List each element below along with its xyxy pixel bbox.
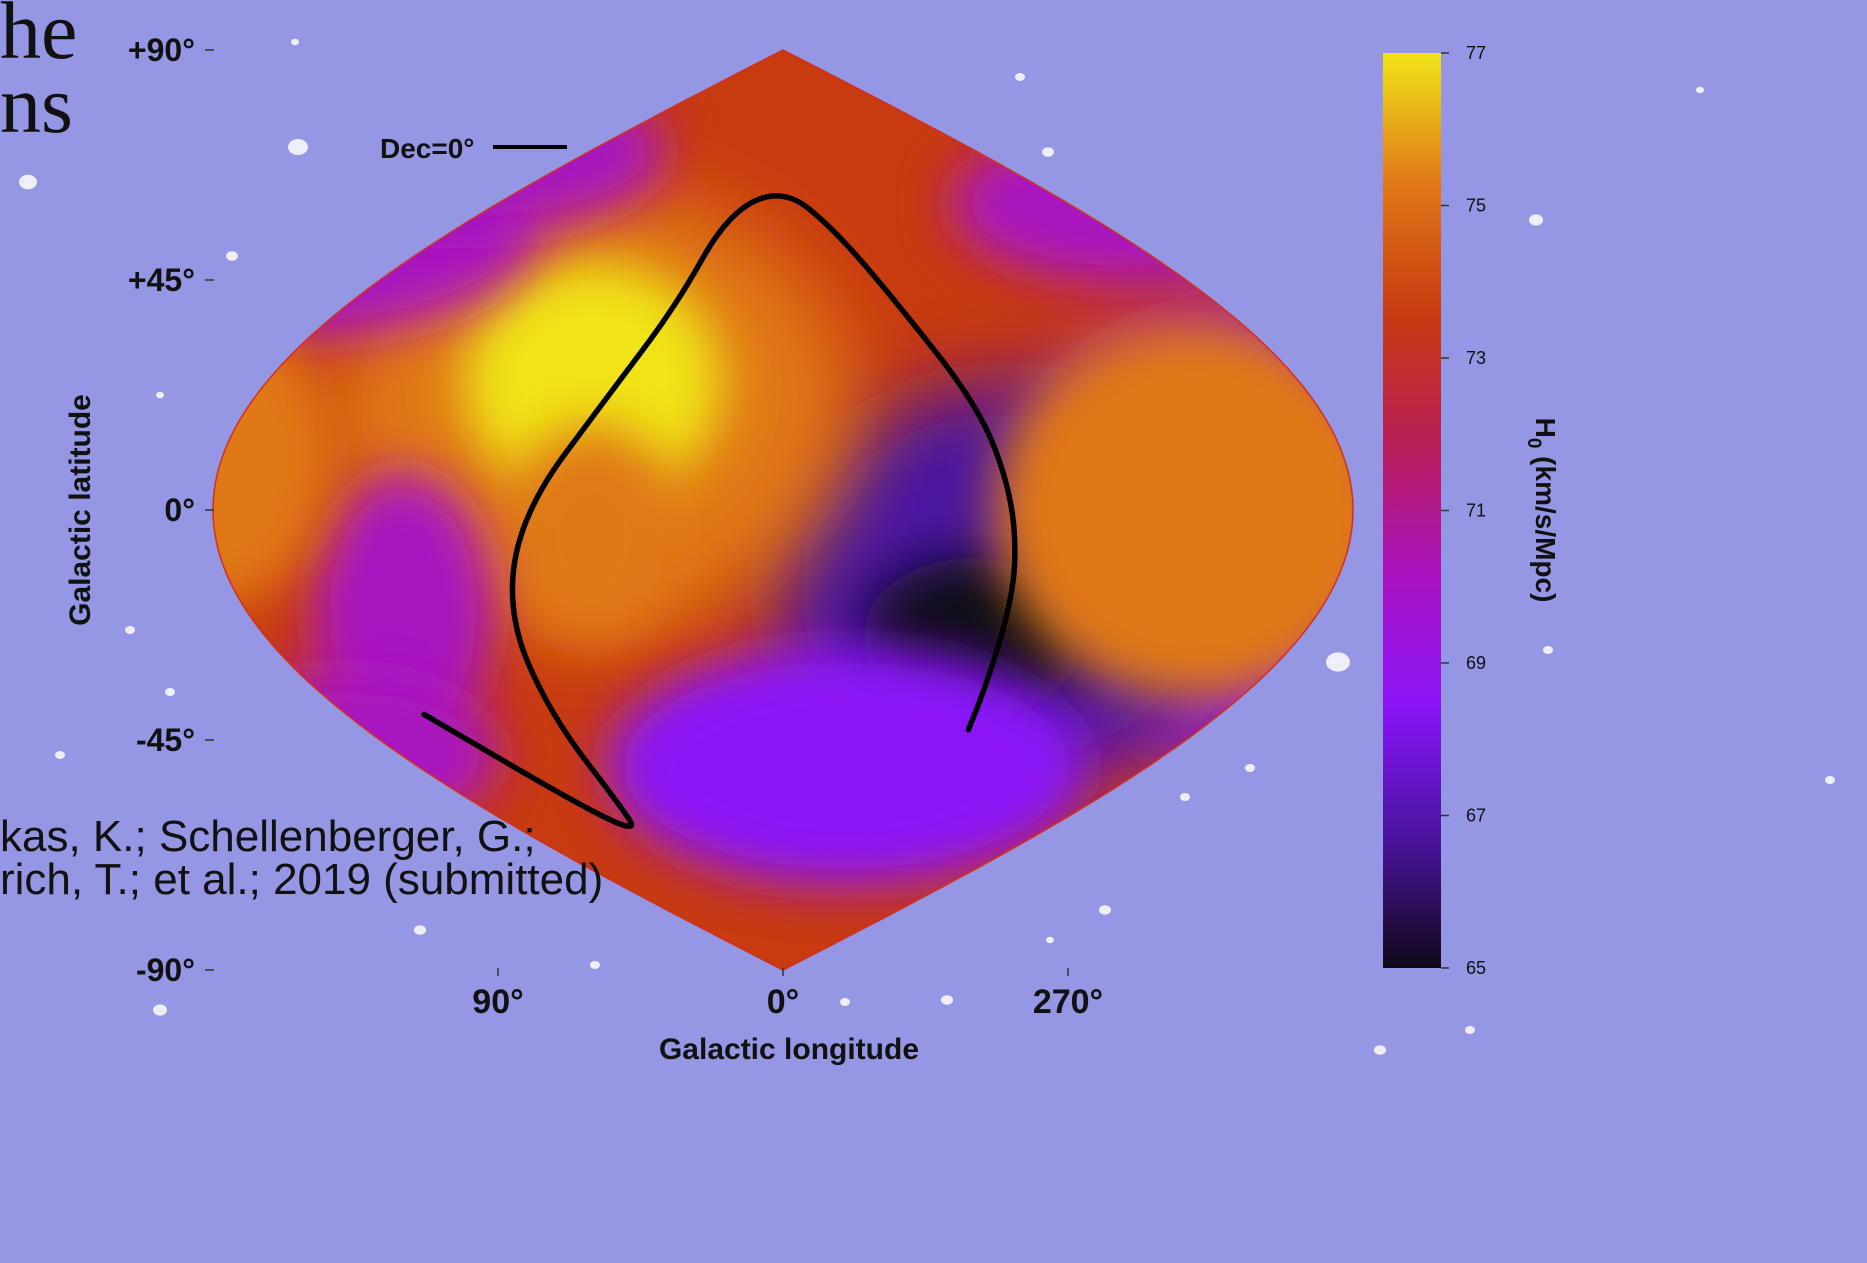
- y-tick-label: 0°: [164, 492, 195, 528]
- colorbar-tick-label: 67: [1466, 806, 1486, 826]
- background-star: [1046, 936, 1054, 944]
- slide-title-fragment-2: ns: [0, 59, 73, 150]
- x-axis-label: Galactic longitude: [659, 1033, 919, 1066]
- x-tick-label: 270°: [1033, 983, 1103, 1021]
- overlay-legend: Dec=0°: [380, 133, 567, 164]
- background-star: [125, 626, 135, 634]
- x-tick-label: 0°: [767, 983, 800, 1021]
- heatmap-region: [951, 123, 1312, 284]
- colorbar-tick-label: 73: [1466, 348, 1486, 368]
- heatmap-region: [994, 320, 1353, 700]
- background-star: [1326, 652, 1350, 672]
- y-axis: +90° +45° 0° -45° -90°: [128, 32, 214, 988]
- background-star: [226, 251, 238, 261]
- background-star: [165, 688, 175, 696]
- background-star: [1180, 793, 1190, 801]
- colorbar-tick-label: 75: [1466, 196, 1486, 216]
- y-axis-label: Galactic latitude: [64, 394, 97, 626]
- background-star: [1465, 1026, 1475, 1034]
- y-tick-label: +45°: [128, 262, 195, 298]
- x-axis: 90° 0° 270°: [472, 968, 1103, 1021]
- background-star: [941, 995, 953, 1005]
- slide-title-fragment-1: he: [0, 0, 78, 76]
- colorbar-tick-label: 65: [1466, 958, 1486, 978]
- background-star: [55, 751, 65, 759]
- background-star: [1042, 147, 1054, 157]
- background-star: [19, 174, 37, 190]
- background-star: [1099, 905, 1111, 915]
- background-star: [156, 391, 164, 399]
- colorbar: 77 75 73 71 69 67 65 H0 (km/s/Mpc): [1383, 43, 1561, 978]
- background-star: [1825, 776, 1835, 784]
- heatmap-region: [463, 262, 723, 503]
- background-star: [1015, 73, 1025, 81]
- y-tick-label: -45°: [136, 722, 195, 758]
- background-star: [590, 961, 600, 969]
- background-star: [1696, 86, 1704, 94]
- x-tick-label: 90°: [472, 983, 523, 1021]
- background-star: [153, 1004, 167, 1016]
- citation-line-1: kas, K.; Schellenberger, G.;: [0, 812, 536, 861]
- overlay-legend-label: Dec=0°: [380, 133, 475, 164]
- heatmap-region: [606, 645, 1087, 886]
- colorbar-ticks: 77 75 73 71 69 67 65: [1441, 43, 1486, 978]
- citation-line-2: rich, T.; et al.; 2019 (submitted): [0, 855, 604, 904]
- background-star: [288, 139, 308, 155]
- colorbar-tick-label: 77: [1466, 43, 1486, 63]
- y-tick-label: -90°: [136, 952, 195, 988]
- background-star: [1529, 214, 1543, 226]
- background-star: [1543, 646, 1553, 654]
- background-star: [840, 998, 850, 1006]
- colorbar-tick-label: 69: [1466, 653, 1486, 673]
- background-starfield: [19, 38, 1835, 1055]
- colorbar-tick-label: 71: [1466, 501, 1486, 521]
- heatmap-region: [503, 425, 683, 646]
- colorbar-label: H0 (km/s/Mpc): [1523, 418, 1561, 603]
- background-star: [291, 38, 299, 46]
- dec-zero-curve: [421, 193, 1018, 829]
- background-star: [1245, 764, 1255, 772]
- y-tick-label: +90°: [128, 32, 195, 68]
- heatmap-region: [213, 308, 333, 609]
- background-star: [414, 925, 426, 935]
- colorbar-gradient: [1383, 53, 1441, 968]
- background-star: [1374, 1045, 1386, 1055]
